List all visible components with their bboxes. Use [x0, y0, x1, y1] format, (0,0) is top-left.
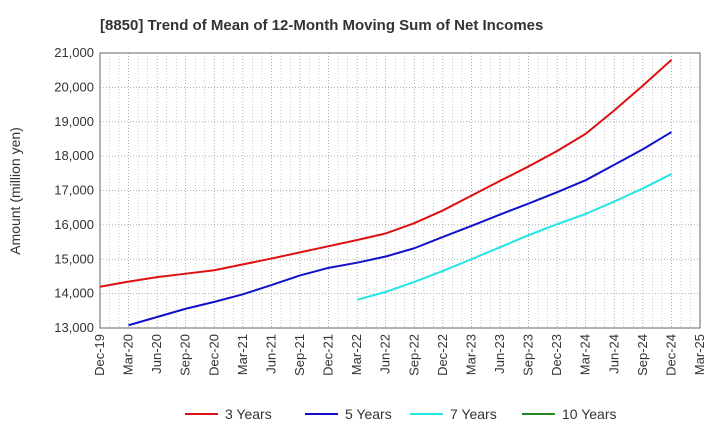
plot-frame	[99, 52, 701, 329]
x-tick-label: Jun-21	[263, 334, 278, 374]
plot-area: 13,000 14,000 15,000 16,000 17,000 18,000 19,0…	[54, 45, 707, 376]
y-tick-label: 13,000	[54, 320, 94, 335]
x-tick-label: Mar-23	[463, 334, 478, 375]
x-tick-label: Sep-20	[178, 334, 193, 376]
x-tick-label: Mar-20	[121, 334, 136, 375]
x-tick-label: Dec-20	[206, 334, 221, 376]
x-tick-label: Mar-21	[235, 334, 250, 375]
x-tick-label: Mar-22	[349, 334, 364, 375]
x-tick-label: Mar-25	[692, 334, 707, 375]
x-tick-label: Jun-22	[378, 334, 393, 374]
y-tick-label: 14,000	[54, 286, 94, 301]
legend-label: 3 Years	[225, 406, 272, 422]
y-tick-label: 15,000	[54, 251, 94, 266]
x-tick-label: Mar-24	[578, 334, 593, 375]
x-tick-label: Sep-24	[635, 334, 650, 376]
x-tick-label: Sep-21	[292, 334, 307, 376]
chart-title: [8850] Trend of Mean of 12-Month Moving …	[100, 17, 543, 34]
series-line-7-years	[356, 173, 672, 301]
x-tick-label: Dec-23	[549, 334, 564, 376]
x-tick-label: Dec-21	[321, 334, 336, 376]
legend-label: 10 Years	[562, 406, 617, 422]
legend-label: 5 Years	[345, 406, 392, 422]
x-tick-label: Jun-20	[149, 334, 164, 374]
y-tick-label: 19,000	[54, 114, 94, 129]
y-tick-label: 20,000	[54, 79, 94, 94]
x-tick-label: Dec-22	[435, 334, 450, 376]
legend: 3 Years 5 Years 7 Years 10 Years	[185, 406, 617, 422]
y-tick-label: 18,000	[54, 148, 94, 163]
legend-label: 7 Years	[450, 406, 497, 422]
x-tick-label: Jun-24	[606, 334, 621, 374]
y-tick-label: 17,000	[54, 183, 94, 198]
series-line-3-years	[99, 59, 673, 288]
y-tick-label: 21,000	[54, 45, 94, 60]
x-tick-label: Dec-24	[663, 334, 678, 376]
x-tick-label: Sep-22	[406, 334, 421, 376]
y-axis-label: Amount (million yen)	[7, 127, 23, 255]
x-tick-label: Jun-23	[492, 334, 507, 374]
y-tick-label: 16,000	[54, 217, 94, 232]
series-line-5-years	[128, 131, 672, 327]
x-tick-label: Dec-19	[92, 334, 107, 376]
x-tick-label: Sep-23	[521, 334, 536, 376]
